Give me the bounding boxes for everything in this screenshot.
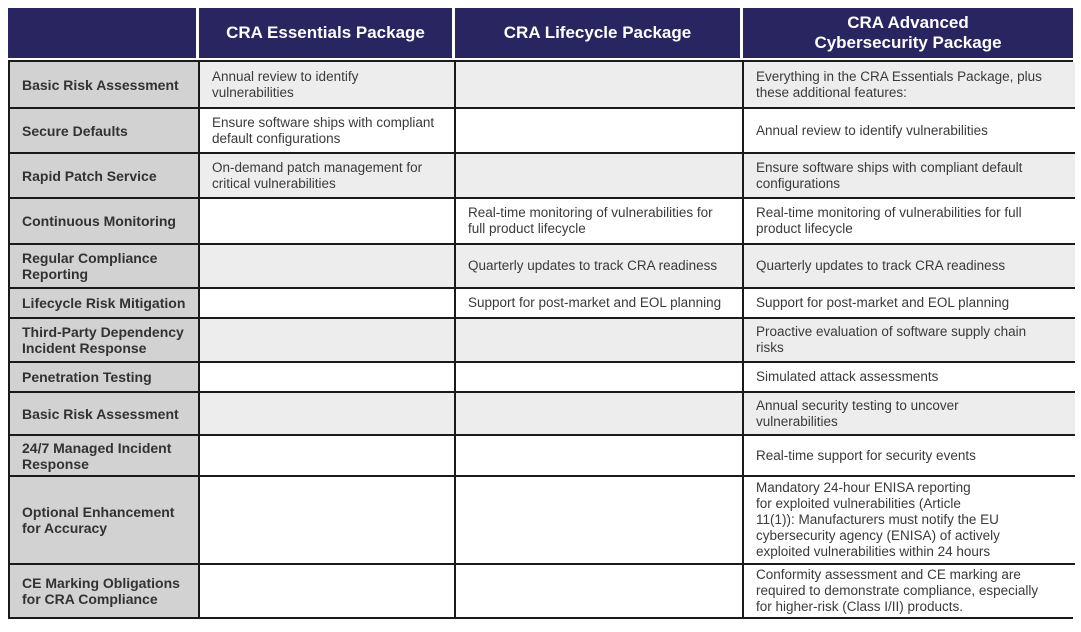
cell-essentials bbox=[198, 287, 454, 317]
cell-lifecycle: Quarterly updates to track CRA readiness bbox=[454, 243, 742, 287]
cell-advanced: Simulated attack assessments bbox=[742, 361, 1075, 391]
cell-essentials bbox=[198, 434, 454, 475]
row-label: Third-Party Dependency Incident Response bbox=[10, 317, 198, 361]
cell-lifecycle bbox=[454, 317, 742, 361]
cell-lifecycle: Real-time monitoring of vulnerabilities … bbox=[454, 197, 742, 243]
cell-advanced: Everything in the CRA Essentials Package… bbox=[742, 62, 1075, 107]
row-label: Basic Risk Assessment bbox=[10, 391, 198, 434]
table-body: Basic Risk Assessment Annual review to i… bbox=[8, 60, 1075, 619]
cell-advanced: Quarterly updates to track CRA readiness bbox=[742, 243, 1075, 287]
cell-lifecycle bbox=[454, 475, 742, 563]
cell-advanced: Real-time monitoring of vulnerabilities … bbox=[742, 197, 1075, 243]
row-label: Optional Enhancement for Accuracy bbox=[10, 475, 198, 563]
cell-advanced: Proactive evaluation of software supply … bbox=[742, 317, 1075, 361]
cell-essentials bbox=[198, 361, 454, 391]
cell-advanced: Conformity assessment and CE marking are… bbox=[742, 563, 1075, 617]
cell-lifecycle: Support for post-market and EOL planning bbox=[454, 287, 742, 317]
row-label: Basic Risk Assessment bbox=[10, 62, 198, 107]
package-comparison-table: CRA Essentials Package CRA Lifecycle Pac… bbox=[8, 8, 1075, 619]
row-label: Rapid Patch Service bbox=[10, 152, 198, 197]
cell-advanced: Real-time support for security events bbox=[742, 434, 1075, 475]
cell-lifecycle bbox=[454, 563, 742, 617]
row-label: Regular Compliance Reporting bbox=[10, 243, 198, 287]
cell-lifecycle bbox=[454, 361, 742, 391]
cell-essentials: Ensure software ships with compliant def… bbox=[198, 107, 454, 152]
row-label: Continuous Monitoring bbox=[10, 197, 198, 243]
cell-advanced: Ensure software ships with compliant def… bbox=[742, 152, 1075, 197]
table-header-row: CRA Essentials Package CRA Lifecycle Pac… bbox=[8, 8, 1073, 58]
cell-essentials: On-demand patch management for critical … bbox=[198, 152, 454, 197]
cell-lifecycle bbox=[454, 107, 742, 152]
cell-advanced: Annual security testing to uncover vulne… bbox=[742, 391, 1075, 434]
cell-lifecycle bbox=[454, 152, 742, 197]
cell-advanced: Support for post-market and EOL planning bbox=[742, 287, 1075, 317]
header-cell-lifecycle: CRA Lifecycle Package bbox=[452, 8, 740, 58]
cell-lifecycle bbox=[454, 391, 742, 434]
header-cell-advanced: CRA Advanced Cybersecurity Package bbox=[740, 8, 1073, 58]
row-label: Secure Defaults bbox=[10, 107, 198, 152]
cell-essentials: Annual review to identify vulnerabilitie… bbox=[198, 62, 454, 107]
cell-essentials bbox=[198, 243, 454, 287]
cell-advanced: Annual review to identify vulnerabilitie… bbox=[742, 107, 1075, 152]
cell-essentials bbox=[198, 475, 454, 563]
cell-advanced: Mandatory 24-hour ENISA reporting for ex… bbox=[742, 475, 1075, 563]
cell-essentials bbox=[198, 391, 454, 434]
row-label: Penetration Testing bbox=[10, 361, 198, 391]
row-label: CE Marking Obligations for CRA Complianc… bbox=[10, 563, 198, 617]
cell-essentials bbox=[198, 563, 454, 617]
cell-essentials bbox=[198, 197, 454, 243]
cell-lifecycle bbox=[454, 62, 742, 107]
cell-essentials bbox=[198, 317, 454, 361]
row-label: 24/7 Managed Incident Response bbox=[10, 434, 198, 475]
row-label: Lifecycle Risk Mitigation bbox=[10, 287, 198, 317]
header-cell-feature bbox=[8, 8, 196, 58]
header-cell-essentials: CRA Essentials Package bbox=[196, 8, 452, 58]
cell-lifecycle bbox=[454, 434, 742, 475]
